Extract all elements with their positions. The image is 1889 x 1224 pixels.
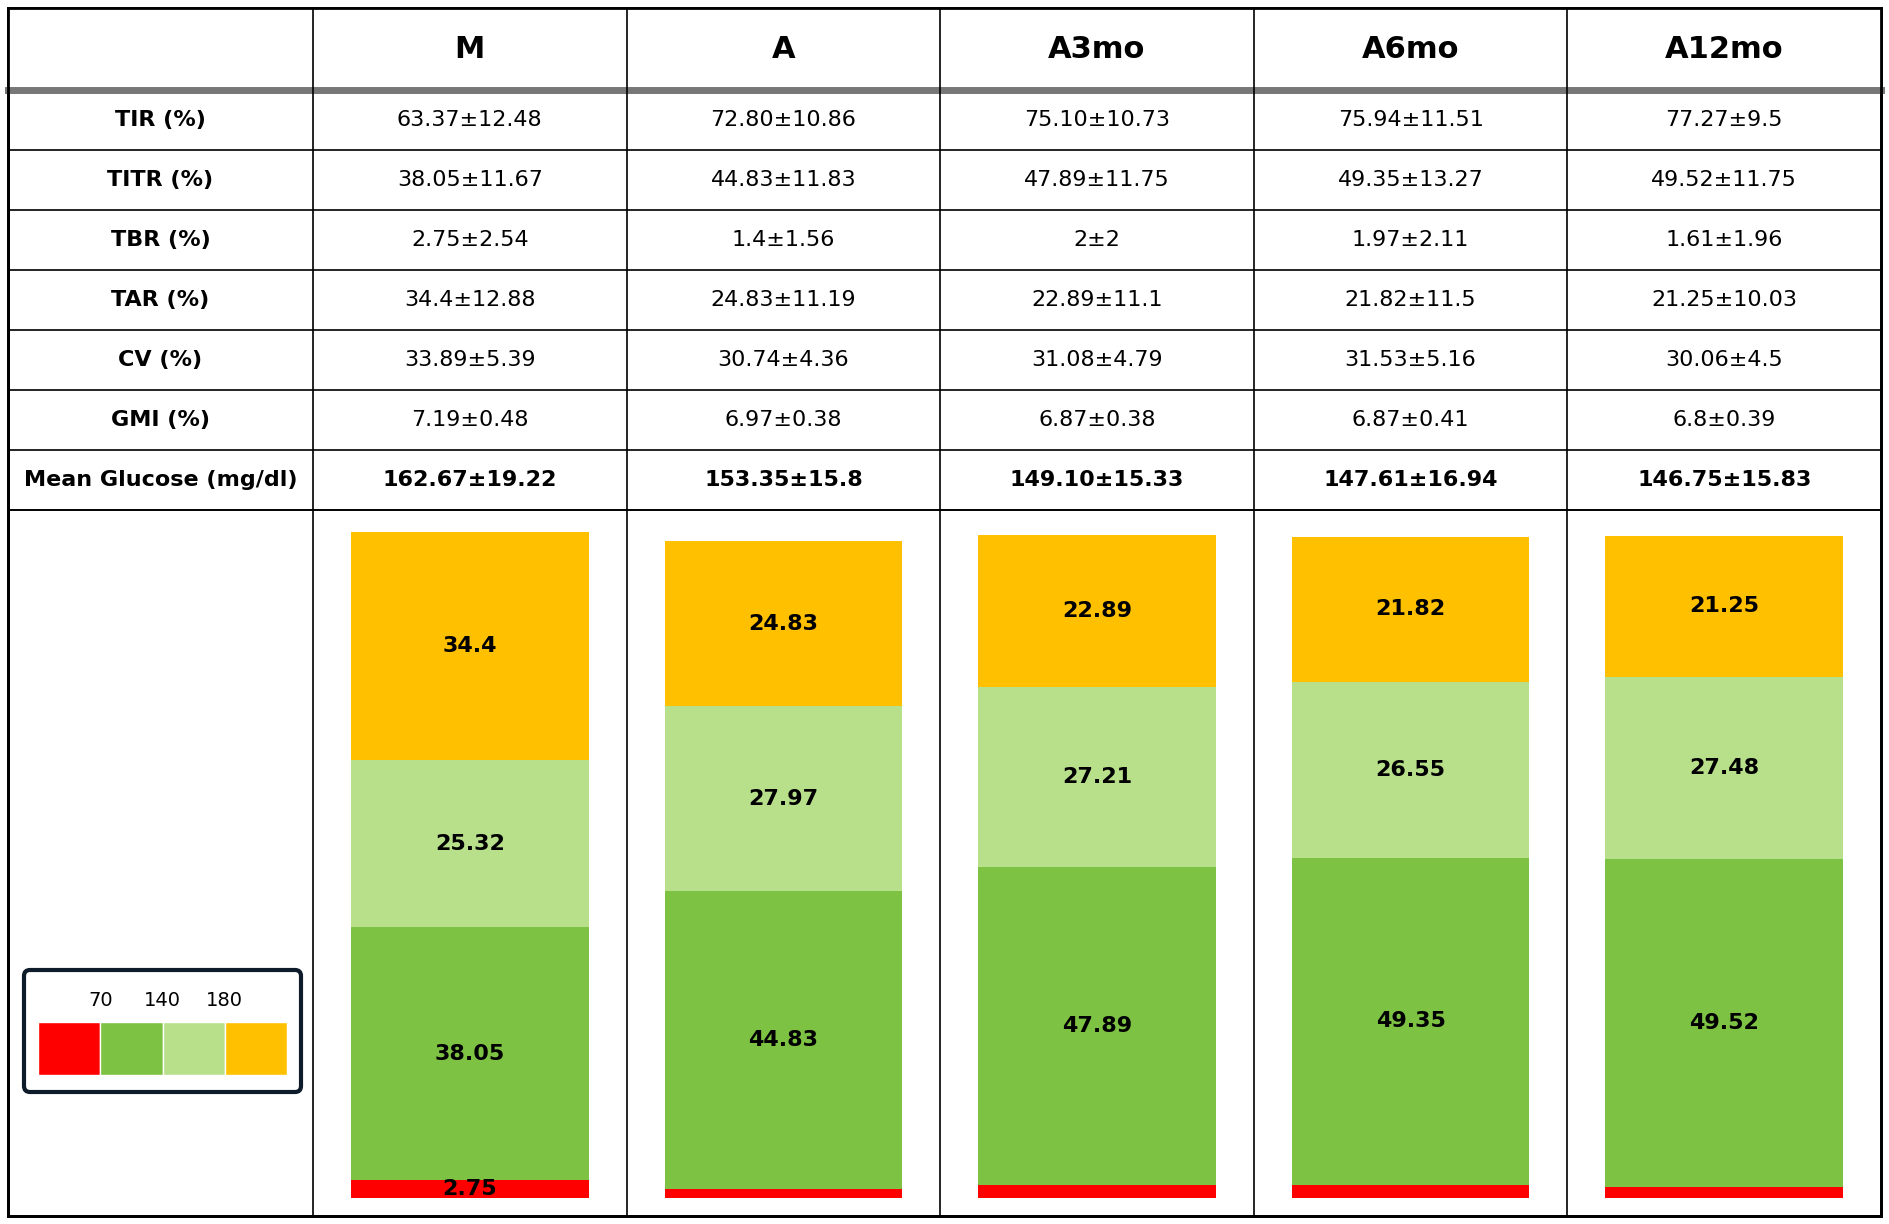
- Text: 70: 70: [89, 990, 113, 1010]
- Text: M: M: [455, 34, 485, 64]
- Text: 24.83: 24.83: [748, 613, 818, 634]
- Text: 63.37±12.48: 63.37±12.48: [397, 110, 542, 130]
- Text: TITR (%): TITR (%): [108, 170, 213, 190]
- Text: 147.61±16.94: 147.61±16.94: [1324, 470, 1498, 490]
- Text: 44.83: 44.83: [748, 1031, 818, 1050]
- Bar: [1606, 536, 1844, 677]
- Text: 21.25: 21.25: [1689, 596, 1759, 617]
- Bar: [665, 891, 903, 1189]
- Bar: [8, 9, 1881, 91]
- Bar: [1292, 858, 1530, 1185]
- Text: GMI (%): GMI (%): [111, 410, 210, 430]
- Text: TBR (%): TBR (%): [111, 230, 210, 250]
- Text: 6.87±0.41: 6.87±0.41: [1353, 410, 1470, 430]
- Bar: [351, 1180, 589, 1198]
- Bar: [100, 1022, 162, 1075]
- Bar: [1292, 537, 1530, 682]
- Text: TAR (%): TAR (%): [111, 290, 210, 310]
- Bar: [1292, 682, 1530, 858]
- Text: 2.75: 2.75: [442, 1179, 497, 1198]
- Text: 72.80±10.86: 72.80±10.86: [710, 110, 856, 130]
- Text: 146.75±15.83: 146.75±15.83: [1638, 470, 1812, 490]
- Text: A: A: [771, 34, 795, 64]
- Bar: [979, 687, 1217, 868]
- Text: A3mo: A3mo: [1048, 34, 1147, 64]
- Text: 30.74±4.36: 30.74±4.36: [718, 350, 850, 370]
- Text: 49.35: 49.35: [1375, 1011, 1445, 1032]
- Text: 30.06±4.5: 30.06±4.5: [1666, 350, 1783, 370]
- Text: 7.19±0.48: 7.19±0.48: [412, 410, 529, 430]
- Text: 1.4±1.56: 1.4±1.56: [731, 230, 835, 250]
- Bar: [1292, 1185, 1530, 1198]
- Bar: [665, 706, 903, 891]
- Text: 31.53±5.16: 31.53±5.16: [1345, 350, 1477, 370]
- Text: 77.27±9.5: 77.27±9.5: [1666, 110, 1783, 130]
- Text: 6.97±0.38: 6.97±0.38: [725, 410, 842, 430]
- Text: 140: 140: [144, 990, 181, 1010]
- Text: 2±2: 2±2: [1073, 230, 1120, 250]
- Text: Mean Glucose (mg/dl): Mean Glucose (mg/dl): [25, 470, 297, 490]
- Text: 49.52±11.75: 49.52±11.75: [1651, 170, 1796, 190]
- Bar: [351, 928, 589, 1180]
- Text: 33.89±5.39: 33.89±5.39: [404, 350, 536, 370]
- Text: 1.61±1.96: 1.61±1.96: [1666, 230, 1783, 250]
- Text: 6.8±0.39: 6.8±0.39: [1672, 410, 1776, 430]
- Text: 21.25±10.03: 21.25±10.03: [1651, 290, 1796, 310]
- Text: 38.05: 38.05: [434, 1044, 504, 1064]
- Text: 75.94±11.51: 75.94±11.51: [1337, 110, 1483, 130]
- Text: 22.89: 22.89: [1062, 601, 1132, 621]
- Text: A12mo: A12mo: [1664, 34, 1783, 64]
- Bar: [1606, 859, 1844, 1187]
- Bar: [979, 868, 1217, 1185]
- Bar: [38, 1022, 100, 1075]
- Text: CV (%): CV (%): [119, 350, 202, 370]
- Text: 2.75±2.54: 2.75±2.54: [412, 230, 529, 250]
- Text: 24.83±11.19: 24.83±11.19: [710, 290, 856, 310]
- Bar: [225, 1022, 287, 1075]
- Text: 6.87±0.38: 6.87±0.38: [1039, 410, 1156, 430]
- Text: 149.10±15.33: 149.10±15.33: [1011, 470, 1184, 490]
- Text: A6mo: A6mo: [1362, 34, 1460, 64]
- Text: 27.21: 27.21: [1062, 767, 1132, 787]
- Text: 75.10±10.73: 75.10±10.73: [1024, 110, 1169, 130]
- Text: 38.05±11.67: 38.05±11.67: [397, 170, 542, 190]
- Bar: [979, 1185, 1217, 1198]
- Text: 162.67±19.22: 162.67±19.22: [383, 470, 557, 490]
- Text: 47.89±11.75: 47.89±11.75: [1024, 170, 1169, 190]
- Text: 27.48: 27.48: [1689, 758, 1759, 778]
- Bar: [979, 535, 1217, 687]
- Bar: [665, 541, 903, 706]
- Text: 26.55: 26.55: [1375, 760, 1445, 780]
- Text: 31.08±4.79: 31.08±4.79: [1031, 350, 1164, 370]
- Text: 1.97±2.11: 1.97±2.11: [1353, 230, 1470, 250]
- Bar: [162, 1022, 225, 1075]
- Bar: [665, 1189, 903, 1198]
- Text: 25.32: 25.32: [434, 834, 504, 853]
- Text: 34.4: 34.4: [442, 635, 497, 656]
- Text: 49.35±13.27: 49.35±13.27: [1337, 170, 1483, 190]
- Bar: [1606, 677, 1844, 859]
- Text: 49.52: 49.52: [1689, 1013, 1759, 1033]
- Text: 44.83±11.83: 44.83±11.83: [710, 170, 856, 190]
- Text: 27.97: 27.97: [748, 788, 818, 809]
- FancyBboxPatch shape: [25, 969, 300, 1092]
- Bar: [1606, 1187, 1844, 1198]
- Bar: [351, 531, 589, 760]
- Text: 21.82: 21.82: [1375, 600, 1445, 619]
- Text: 21.82±11.5: 21.82±11.5: [1345, 290, 1477, 310]
- Bar: [351, 760, 589, 928]
- Text: 34.4±12.88: 34.4±12.88: [404, 290, 536, 310]
- Text: 180: 180: [206, 990, 244, 1010]
- Text: 153.35±15.8: 153.35±15.8: [705, 470, 863, 490]
- Text: TIR (%): TIR (%): [115, 110, 206, 130]
- Text: 47.89: 47.89: [1062, 1016, 1132, 1036]
- Text: 22.89±11.1: 22.89±11.1: [1031, 290, 1164, 310]
